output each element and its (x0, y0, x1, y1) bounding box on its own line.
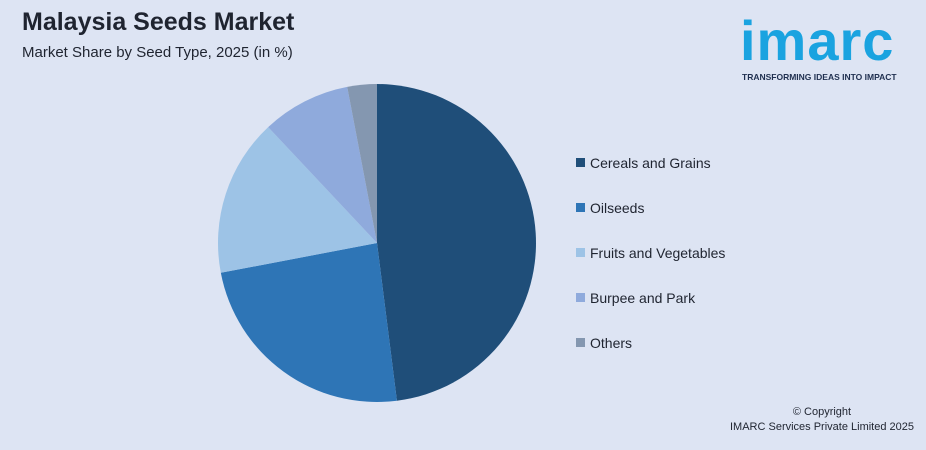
chart-subtitle: Market Share by Seed Type, 2025 (in %) (22, 44, 293, 61)
legend-label: Others (590, 334, 633, 351)
imarc-logo: imarc TRANSFORMING IDEAS INTO IMPACT (740, 6, 920, 86)
copyright-company: IMARC Services Private Limited 2025 (729, 421, 914, 433)
pie-slice-cereals-and-grains (377, 84, 536, 401)
legend-swatch (576, 203, 585, 212)
copyright: © Copyright IMARC Services Private Limit… (730, 405, 914, 435)
legend-item: Cereals and Grains (576, 140, 725, 185)
legend-label: Cereals and Grains (590, 154, 711, 171)
copyright-line: © Copyright (792, 406, 852, 418)
legend-swatch (576, 338, 585, 347)
legend-label: Burpee and Park (590, 289, 696, 306)
pie-slice-fruits-and-vegetables (218, 127, 377, 273)
chart-title: Malaysia Seeds Market (22, 8, 295, 36)
pie-slice-others (347, 84, 377, 243)
legend-swatch (576, 248, 585, 257)
legend-item: Fruits and Vegetables (576, 230, 725, 275)
legend-item: Others (576, 320, 725, 365)
logo-tagline: TRANSFORMING IDEAS INTO IMPACT (742, 72, 897, 82)
legend: Cereals and Grains Oilseeds Fruits and Veg… (576, 140, 725, 365)
legend-item: Burpee and Park (576, 275, 725, 320)
legend-label: Oilseeds (590, 199, 645, 216)
logo-wordmark: imarc (740, 9, 895, 72)
legend-swatch (576, 158, 585, 167)
legend-swatch (576, 293, 585, 302)
pie-slice-oilseeds (220, 243, 397, 402)
legend-label: Fruits and Vegetables (590, 244, 726, 261)
legend-item: Oilseeds (576, 185, 725, 230)
pie-slices (218, 84, 536, 402)
pie-slice-burpee-and-park (268, 86, 377, 243)
